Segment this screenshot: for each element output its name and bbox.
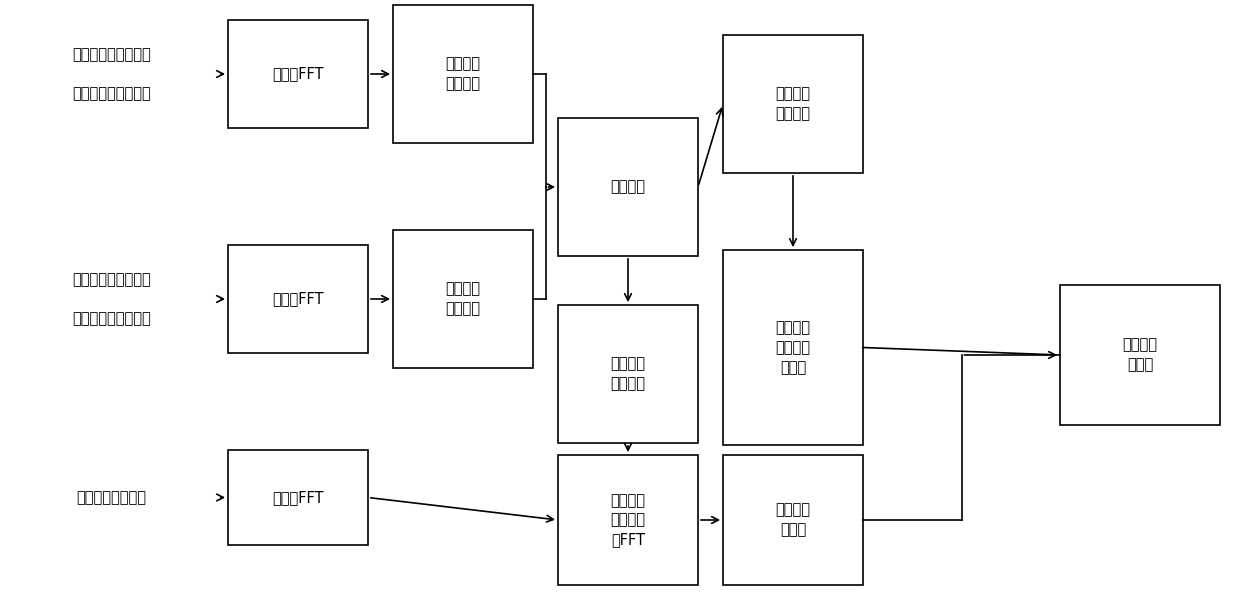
Bar xyxy=(723,250,863,445)
Text: 无模糊精
确速度: 无模糊精 确速度 xyxy=(1122,337,1157,372)
Bar xyxy=(558,118,698,256)
Text: 第三调频差拍信号: 第三调频差拍信号 xyxy=(77,490,146,505)
Text: 第一上调频差拍信号

第一下调频差拍信号: 第一上调频差拍信号 第一下调频差拍信号 xyxy=(72,47,151,101)
Text: 无模糊速
度、模糊
周期数: 无模糊速 度、模糊 周期数 xyxy=(775,320,811,375)
Bar xyxy=(393,230,533,368)
Text: 目标对应
距离单元: 目标对应 距离单元 xyxy=(610,357,646,392)
Text: 目标关联: 目标关联 xyxy=(610,180,646,194)
Text: 无模糊不
精确速度: 无模糊不 精确速度 xyxy=(775,86,811,121)
Text: 第二上调频差拍信号

第二下调频差拍信号: 第二上调频差拍信号 第二下调频差拍信号 xyxy=(72,272,151,326)
Text: 第一距离
速度矩阵: 第一距离 速度矩阵 xyxy=(445,57,481,91)
Text: 距离维FFT: 距离维FFT xyxy=(273,490,324,505)
Bar xyxy=(1060,285,1220,425)
Bar xyxy=(723,455,863,585)
Bar xyxy=(558,455,698,585)
Text: 距离维FFT: 距离维FFT xyxy=(273,292,324,306)
Text: 距离维FFT: 距离维FFT xyxy=(273,66,324,82)
Bar xyxy=(723,35,863,173)
Bar xyxy=(228,20,368,128)
Text: 在距离单
元做速度
维FFT: 在距离单 元做速度 维FFT xyxy=(610,493,646,547)
Bar xyxy=(393,5,533,143)
Bar xyxy=(228,450,368,545)
Bar xyxy=(558,305,698,443)
Bar xyxy=(228,245,368,353)
Text: 有模糊精
确速度: 有模糊精 确速度 xyxy=(775,502,811,537)
Text: 第一距离
速度矩阵: 第一距离 速度矩阵 xyxy=(445,281,481,317)
